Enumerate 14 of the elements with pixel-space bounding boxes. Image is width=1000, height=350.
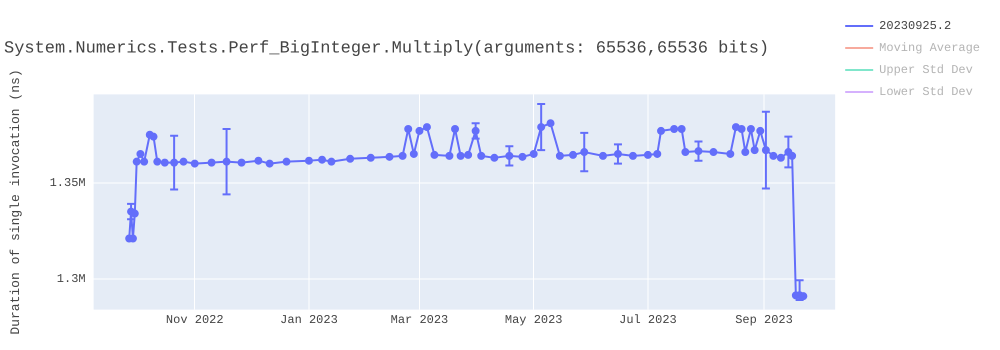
x-tick-label: Nov 2022 (166, 312, 224, 327)
x-tick-label: May 2023 (504, 312, 562, 327)
legend-label: Lower Std Dev (879, 85, 973, 100)
legend-label: Moving Average (879, 41, 980, 56)
x-tick-label: Jan 2023 (280, 312, 338, 327)
x-tick-label: Sep 2023 (735, 312, 793, 327)
y-tick-label: 1.35M (50, 176, 86, 190)
x-tick-label: Jul 2023 (619, 312, 677, 327)
legend-label: 20230925.2 (879, 19, 952, 34)
chart-title: System.Numerics.Tests.Perf_BigInteger.Multiply(arguments: 65536,65536 bits) (4, 40, 770, 59)
y-axis-title: Duration of single invocation (ns) (8, 69, 24, 335)
x-tick-label: Mar 2023 (390, 312, 448, 327)
y-tick-label: 1.3M (56, 272, 86, 286)
legend-label: Upper Std Dev (879, 63, 973, 78)
